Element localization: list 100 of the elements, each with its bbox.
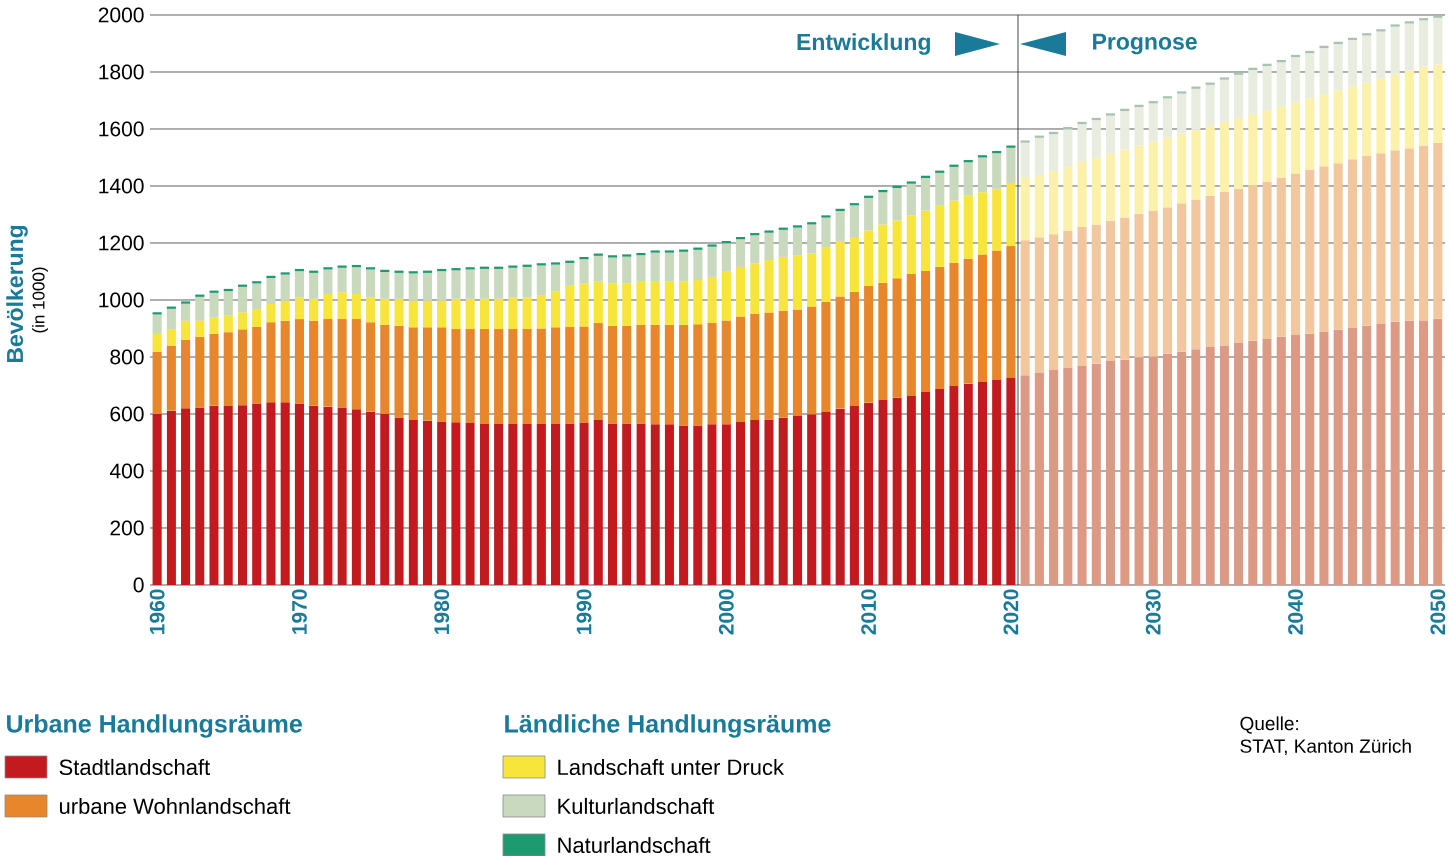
bar xyxy=(1049,134,1059,172)
bar xyxy=(181,339,191,409)
bar xyxy=(1105,113,1116,116)
bar xyxy=(1290,57,1301,103)
bar xyxy=(1077,161,1087,228)
bar xyxy=(351,294,361,320)
bar xyxy=(1034,137,1044,176)
bar xyxy=(181,408,191,585)
bar xyxy=(864,197,874,231)
bar xyxy=(963,258,973,384)
bar xyxy=(835,211,845,241)
bar xyxy=(551,327,561,424)
bar xyxy=(152,351,162,414)
bar xyxy=(1162,353,1173,585)
bar xyxy=(1006,147,1016,183)
y-tick-label: 600 xyxy=(110,406,144,422)
bar xyxy=(1063,231,1073,369)
bar xyxy=(721,424,731,585)
bar xyxy=(1376,153,1386,324)
bar xyxy=(679,425,689,585)
bar xyxy=(807,253,817,307)
bar xyxy=(636,423,646,585)
bar xyxy=(607,423,618,585)
bar xyxy=(1049,234,1059,371)
bar xyxy=(1219,79,1229,122)
bar xyxy=(366,297,376,323)
bar xyxy=(736,316,746,422)
bar xyxy=(835,240,845,297)
bar xyxy=(778,229,788,257)
bar xyxy=(437,300,447,328)
bar xyxy=(1276,62,1286,107)
bar xyxy=(1020,142,1030,178)
bar xyxy=(1105,220,1116,361)
bar xyxy=(579,422,589,585)
bar xyxy=(821,215,831,218)
bar xyxy=(607,257,618,284)
bar xyxy=(579,326,589,423)
bar xyxy=(920,210,931,271)
bar xyxy=(252,283,262,310)
bar xyxy=(1347,40,1357,87)
bar xyxy=(422,272,433,301)
text: Urbane Handlungsräume xyxy=(7,714,302,738)
bar xyxy=(1234,117,1244,189)
bar xyxy=(479,298,489,330)
bar xyxy=(252,309,262,327)
bar xyxy=(1362,35,1372,83)
bar xyxy=(622,254,632,257)
bar xyxy=(195,336,205,408)
bar xyxy=(920,178,931,211)
bar xyxy=(1419,145,1429,321)
x-tick-label: 2010 xyxy=(861,589,877,635)
bar xyxy=(1419,66,1429,146)
bar xyxy=(209,333,219,406)
bar xyxy=(1376,78,1386,154)
bar xyxy=(494,298,504,330)
bar xyxy=(1148,210,1158,357)
bar xyxy=(337,292,347,320)
bar xyxy=(906,396,916,585)
bar xyxy=(1290,102,1301,174)
bar xyxy=(1091,120,1101,158)
bar xyxy=(152,333,162,352)
bar xyxy=(266,303,276,323)
bar xyxy=(1305,53,1315,99)
bar xyxy=(380,298,390,325)
bar xyxy=(1091,363,1101,585)
bar xyxy=(465,298,475,330)
bar xyxy=(906,215,916,275)
bar xyxy=(451,298,461,330)
bar xyxy=(209,290,219,293)
bar xyxy=(607,255,618,258)
bar xyxy=(380,413,390,585)
bar xyxy=(1219,121,1229,192)
bar xyxy=(1148,356,1158,585)
bar xyxy=(1020,240,1030,376)
legend-label: Landschaft unter Druck xyxy=(558,758,784,776)
bar xyxy=(209,292,219,318)
bar xyxy=(252,326,262,404)
bar xyxy=(1262,181,1272,340)
bar xyxy=(522,329,532,424)
bar xyxy=(1063,167,1073,232)
bar xyxy=(1205,84,1215,126)
bar xyxy=(1262,66,1272,111)
bar xyxy=(764,312,774,420)
bar xyxy=(551,423,561,585)
bar xyxy=(920,270,931,393)
bar xyxy=(764,260,774,313)
text: Ländliche Handlungsräume xyxy=(505,714,831,738)
bar xyxy=(992,188,1002,251)
bar xyxy=(693,280,703,325)
bar xyxy=(1390,24,1400,27)
bar xyxy=(1290,173,1301,336)
bar xyxy=(323,269,333,294)
bar xyxy=(337,319,347,408)
y-tick-label: 400 xyxy=(109,463,144,479)
bar xyxy=(935,172,945,206)
bar xyxy=(437,421,447,585)
bar xyxy=(949,386,959,585)
bar xyxy=(1191,199,1201,350)
bar xyxy=(892,397,902,585)
bar xyxy=(294,403,304,585)
